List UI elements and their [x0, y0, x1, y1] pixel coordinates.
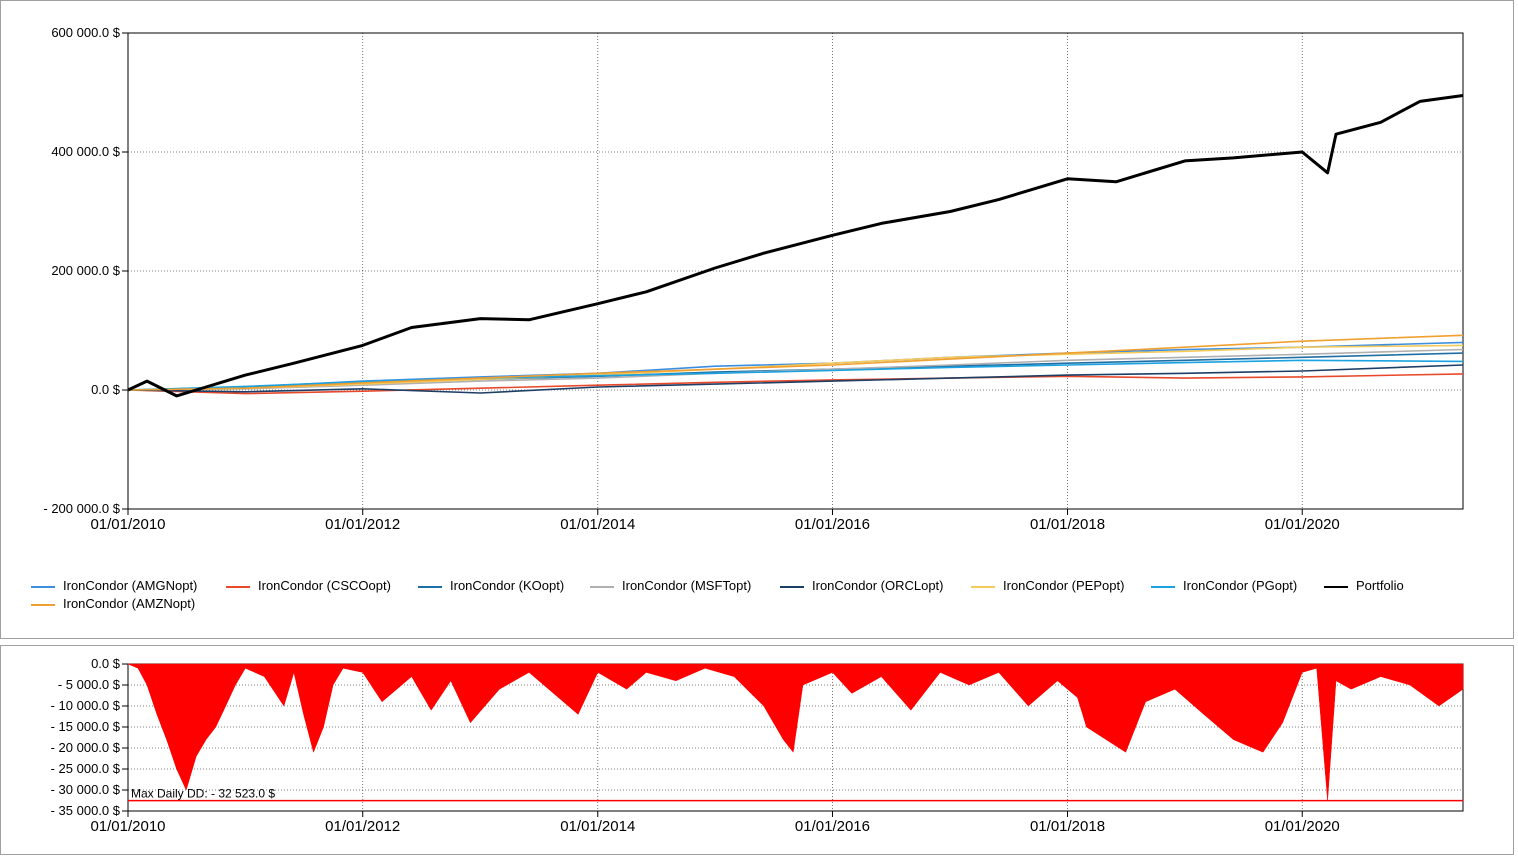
legend-swatch	[1324, 585, 1348, 588]
drawdown-y-tick-label-6: - 30 000.0 $	[51, 782, 121, 797]
equity-x-tick-label-1: 01/01/2012	[325, 516, 400, 533]
legend-swatch	[226, 585, 250, 588]
legend-item-ironcondor-msftopt: IronCondor (MSFTopt)	[590, 577, 751, 595]
drawdown-chart-panel: 0.0 $ - 5 000.0 $ - 10 000.0 $ - 15 000.0 $…	[0, 645, 1514, 855]
drawdown-y-tick-label-1: - 5 000.0 $	[58, 677, 121, 692]
equity-x-tick-label-2: 01/01/2014	[560, 516, 635, 533]
series-line-ironcondor-amznopt	[127, 334, 1464, 391]
drawdown-x-tick-label-4: 01/01/2018	[1030, 818, 1105, 835]
drawdown-x-tick-label-1: 01/01/2012	[325, 818, 400, 835]
equity-y-tick-label-1: 400 000.0 $	[51, 144, 120, 159]
legend-item-ironcondor-pepopt: IronCondor (PEPopt)	[971, 577, 1124, 595]
equity-x-tick-label-0: 01/01/2010	[90, 516, 165, 533]
equity-x-tick-label-3: 01/01/2016	[795, 516, 870, 533]
legend-swatch	[780, 585, 804, 588]
legend-swatch	[590, 585, 614, 588]
equity-plot-frame	[127, 32, 1464, 510]
max-drawdown-annotation: Max Daily DD: - 32 523.0 $	[131, 787, 275, 801]
equity-x-tick-label-5: 01/01/2020	[1265, 516, 1340, 533]
drawdown-y-tick-label-7: - 35 000.0 $	[51, 803, 121, 818]
legend-swatch	[418, 585, 442, 588]
legend-label: IronCondor (KOopt)	[450, 578, 565, 593]
equity-y-tick-label-2: 200 000.0 $	[51, 263, 120, 278]
legend-swatch	[31, 585, 55, 588]
equity-chart: 600 000.0 $ 400 000.0 $ 200 000.0 $ 0.0 $ - …	[43, 25, 1464, 533]
legend-item-ironcondor-amgnopt: IronCondor (AMGNopt)	[31, 577, 197, 595]
equity-chart-panel: 600 000.0 $ 400 000.0 $ 200 000.0 $ 0.0 $ - …	[0, 0, 1514, 639]
legend-item-ironcondor-koopt: IronCondor (KOopt)	[418, 577, 564, 595]
equity-y-tick-label-4: - 200 000.0 $	[43, 501, 120, 516]
series-line-ironcondor-cscoopt	[127, 373, 1464, 395]
drawdown-y-tick-label-0: 0.0 $	[91, 656, 121, 671]
drawdown-y-tick-label-4: - 20 000.0 $	[51, 740, 121, 755]
drawdown-area	[127, 663, 1464, 801]
legend-item-ironcondor-amznopt: IronCondor (AMZNopt)	[31, 595, 195, 613]
equity-y-tick-label-3: 0.0 $	[91, 382, 121, 397]
series-line-ironcondor-pgopt	[127, 359, 1464, 391]
series-line-ironcondor-orclopt	[127, 364, 1464, 394]
legend-label: IronCondor (PEPopt)	[1003, 578, 1125, 593]
legend-swatch	[971, 585, 995, 588]
drawdown-x-tick-label-0: 01/01/2010	[90, 818, 165, 835]
legend-item-ironcondor-pgopt: IronCondor (PGopt)	[1151, 577, 1297, 595]
legend-label: Portfolio	[1356, 578, 1404, 593]
legend-label: IronCondor (AMZNopt)	[63, 596, 196, 611]
drawdown-x-tick-label-2: 01/01/2014	[560, 818, 635, 835]
legend-label: IronCondor (AMGNopt)	[63, 578, 198, 593]
equity-y-tick-label-0: 600 000.0 $	[51, 25, 120, 40]
drawdown-chart: 0.0 $ - 5 000.0 $ - 10 000.0 $ - 15 000.0 $…	[51, 656, 1464, 835]
drawdown-x-tick-label-3: 01/01/2016	[795, 818, 870, 835]
legend-label: IronCondor (ORCLopt)	[812, 578, 944, 593]
legend-swatch	[1151, 585, 1175, 588]
equity-x-tick-label-4: 01/01/2018	[1030, 516, 1105, 533]
drawdown-x-tick-label-5: 01/01/2020	[1265, 818, 1340, 835]
drawdown-y-tick-label-3: - 15 000.0 $	[51, 719, 121, 734]
legend-item-ironcondor-cscoopt: IronCondor (CSCOopt)	[226, 577, 391, 595]
legend-item-portfolio: Portfolio	[1324, 577, 1404, 595]
legend-label: IronCondor (MSFTopt)	[622, 578, 752, 593]
drawdown-y-tick-label-2: - 10 000.0 $	[51, 698, 121, 713]
series-line-portfolio	[127, 94, 1464, 398]
legend-item-ironcondor-orclopt: IronCondor (ORCLopt)	[780, 577, 944, 595]
drawdown-y-tick-label-5: - 25 000.0 $	[51, 761, 121, 776]
legend-label: IronCondor (CSCOopt)	[258, 578, 391, 593]
legend-swatch	[31, 603, 55, 606]
series-line-ironcondor-pepopt	[127, 344, 1464, 391]
legend-label: IronCondor (PGopt)	[1183, 578, 1298, 593]
